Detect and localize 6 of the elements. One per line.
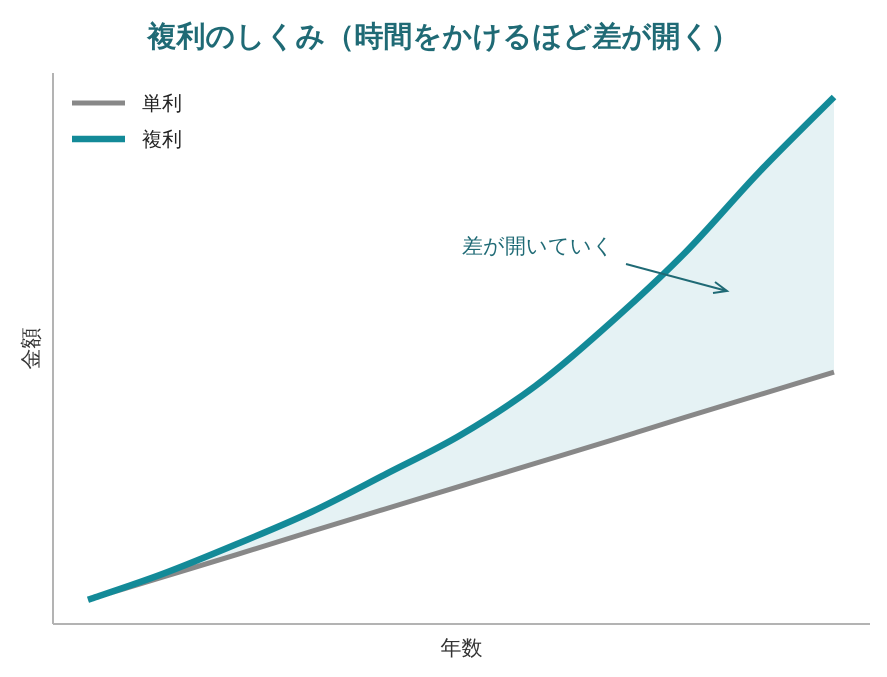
annotation: 差が開いていく xyxy=(462,234,614,258)
legend-label: 複利 xyxy=(142,127,182,151)
x-axis-title: 年数 xyxy=(440,636,482,660)
legend-label: 単利 xyxy=(142,91,182,115)
y-axis-title: 金額 xyxy=(19,328,43,370)
chart-title: 複利のしくみ（時間をかけるほど差が開く） xyxy=(146,19,740,53)
